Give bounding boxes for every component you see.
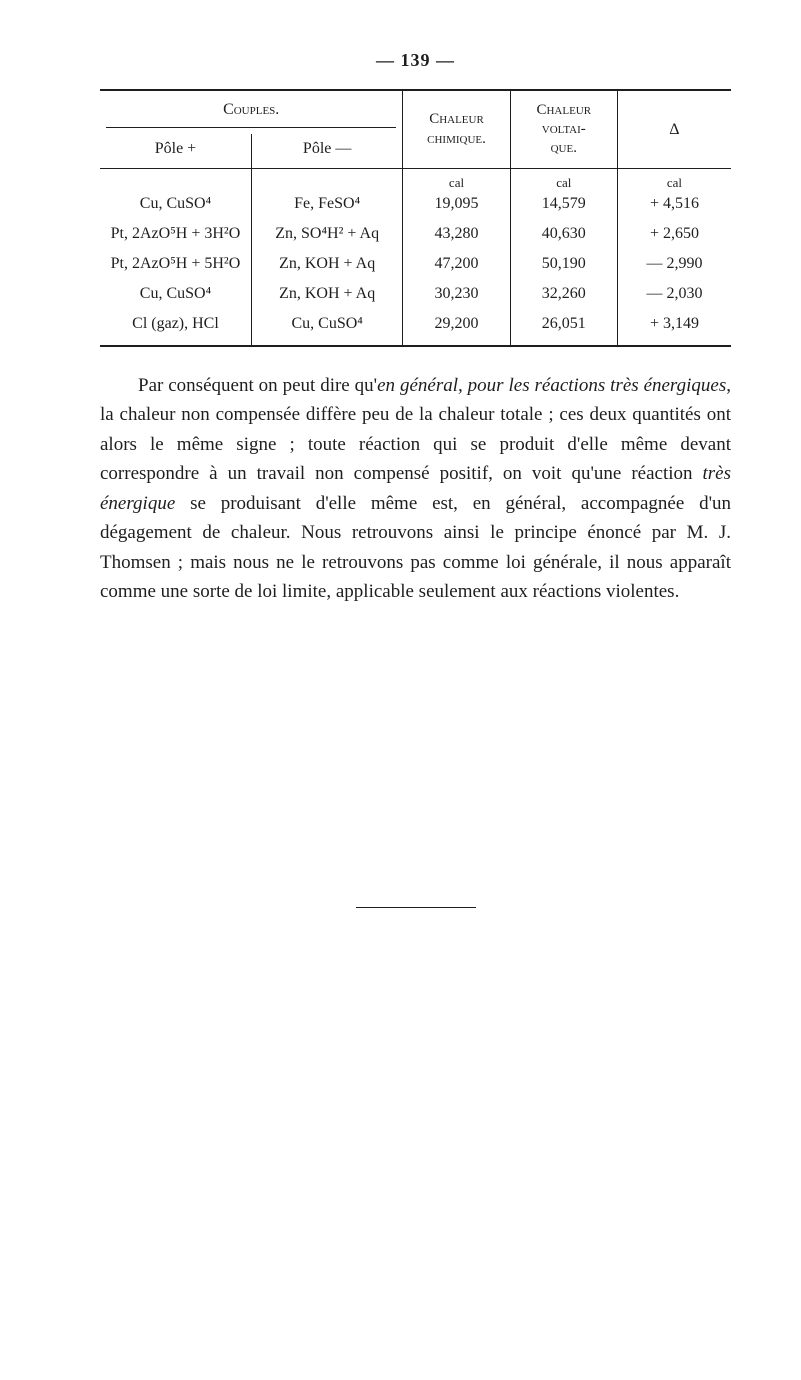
cell-pole-plus: Pt, 2AzO⁵H + 3H²O — [100, 219, 251, 249]
header-chaleur-voltaique-l3: que. — [551, 140, 577, 156]
unit-volt: cal — [510, 169, 617, 191]
cell-pole-plus: Cu, CuSO⁴ — [100, 191, 251, 219]
cell-pole-plus: Cl (gaz), HCl — [100, 309, 251, 345]
cell-chim: 29,200 — [403, 309, 510, 345]
page-number: — 139 — — [100, 50, 731, 71]
couples-divider — [106, 127, 396, 128]
cell-chim: 43,280 — [403, 219, 510, 249]
cell-volt: 40,630 — [510, 219, 617, 249]
table-row: Pt, 2AzO⁵H + 5H²O Zn, KOH + Aq 47,200 50… — [100, 249, 731, 279]
table-row: Cu, CuSO⁴ Zn, KOH + Aq 30,230 32,260 — 2… — [100, 279, 731, 309]
cell-pole-minus: Fe, FeSO⁴ — [251, 191, 402, 219]
paragraph: Par conséquent on peut dire qu'en généra… — [100, 371, 731, 607]
unit-delta: cal — [617, 169, 731, 191]
cell-delta: — 2,990 — [617, 249, 731, 279]
unit-row: cal cal cal — [100, 169, 731, 191]
cell-volt: 26,051 — [510, 309, 617, 345]
page: — 139 — Couples. Chaleur chimique. Chale… — [0, 0, 801, 1380]
header-chaleur-chimique: Chaleur chimique. — [403, 91, 510, 169]
cell-pole-minus: Zn, KOH + Aq — [251, 249, 402, 279]
cell-pole-minus: Zn, SO⁴H² + Aq — [251, 219, 402, 249]
para-seg1: Par conséquent on peut dire qu' — [138, 375, 377, 396]
data-table: Couples. Chaleur chimique. Chaleur volta… — [100, 89, 731, 347]
header-chaleur-voltaique-l1: Chaleur — [536, 102, 591, 118]
header-chaleur-chimique-l1: Chaleur — [429, 111, 484, 127]
table-row: Pt, 2AzO⁵H + 3H²O Zn, SO⁴H² + Aq 43,280 … — [100, 219, 731, 249]
cell-volt: 14,579 — [510, 191, 617, 219]
cell-pole-minus: Zn, KOH + Aq — [251, 279, 402, 309]
header-pole-plus: Pôle + — [100, 134, 251, 169]
cell-delta: — 2,030 — [617, 279, 731, 309]
cell-chim: 47,200 — [403, 249, 510, 279]
cell-chim: 30,230 — [403, 279, 510, 309]
cell-delta: + 2,650 — [617, 219, 731, 249]
para-seg2-italic: en général, pour les réactions très éner… — [377, 375, 726, 396]
header-chaleur-voltaique-l2: voltai- — [542, 121, 586, 137]
table-row: Cu, CuSO⁴ Fe, FeSO⁴ 19,095 14,579 + 4,51… — [100, 191, 731, 219]
header-pole-minus: Pôle — — [251, 134, 402, 169]
header-chaleur-chimique-l2: chimique. — [427, 131, 486, 147]
header-chaleur-voltaique: Chaleur voltai- que. — [510, 91, 617, 169]
unit-chim: cal — [403, 169, 510, 191]
cell-pole-plus: Pt, 2AzO⁵H + 5H²O — [100, 249, 251, 279]
cell-delta: + 4,516 — [617, 191, 731, 219]
para-seg5: se produisant d'elle même est, en généra… — [100, 493, 731, 602]
header-delta: Δ — [617, 91, 731, 169]
footer-rule — [356, 907, 476, 908]
table-row: Cl (gaz), HCl Cu, CuSO⁴ 29,200 26,051 + … — [100, 309, 731, 345]
cell-pole-plus: Cu, CuSO⁴ — [100, 279, 251, 309]
cell-chim: 19,095 — [403, 191, 510, 219]
header-couples-label: Couples. — [223, 101, 279, 118]
body-text: Par conséquent on peut dire qu'en généra… — [100, 371, 731, 607]
cell-volt: 32,260 — [510, 279, 617, 309]
cell-volt: 50,190 — [510, 249, 617, 279]
header-couples: Couples. — [100, 91, 403, 134]
cell-pole-minus: Cu, CuSO⁴ — [251, 309, 402, 345]
cell-delta: + 3,149 — [617, 309, 731, 345]
